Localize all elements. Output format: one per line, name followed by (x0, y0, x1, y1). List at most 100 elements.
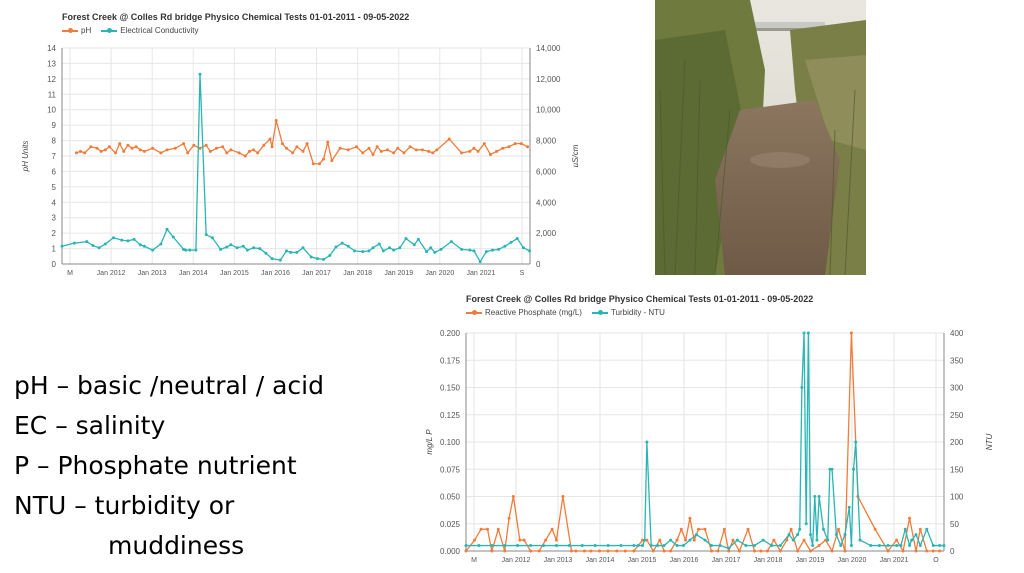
data-point[interactable] (796, 549, 800, 553)
data-point[interactable] (826, 538, 830, 542)
data-point[interactable] (340, 241, 344, 245)
data-point[interactable] (716, 549, 720, 553)
data-point[interactable] (737, 549, 741, 553)
data-point[interactable] (371, 246, 375, 250)
data-point[interactable] (495, 149, 499, 153)
data-point[interactable] (529, 549, 533, 553)
data-point[interactable] (270, 257, 274, 261)
data-point[interactable] (834, 533, 838, 537)
data-point[interactable] (854, 440, 858, 444)
data-point[interactable] (404, 237, 408, 241)
data-point[interactable] (899, 544, 903, 548)
data-point[interactable] (574, 549, 578, 553)
data-point[interactable] (132, 237, 136, 241)
data-point[interactable] (931, 549, 935, 553)
data-point[interactable] (619, 544, 623, 548)
data-point[interactable] (371, 152, 375, 156)
data-point[interactable] (669, 549, 673, 553)
data-point[interactable] (606, 549, 610, 553)
data-point[interactable] (787, 533, 791, 537)
data-point[interactable] (925, 549, 929, 553)
legend-item-phosphate[interactable]: Reactive Phosphate (mg/L) (466, 308, 582, 317)
data-point[interactable] (901, 549, 905, 553)
data-point[interactable] (675, 544, 679, 548)
data-point[interactable] (416, 237, 420, 241)
data-point[interactable] (503, 544, 507, 548)
data-point[interactable] (692, 538, 696, 542)
data-point[interactable] (727, 549, 731, 553)
data-point[interactable] (138, 148, 142, 152)
data-point[interactable] (570, 549, 574, 553)
data-point[interactable] (301, 246, 305, 250)
data-point[interactable] (126, 143, 130, 147)
data-point[interactable] (468, 248, 472, 252)
data-point[interactable] (759, 549, 763, 553)
data-point[interactable] (796, 533, 800, 537)
data-point[interactable] (651, 549, 655, 553)
data-point[interactable] (107, 145, 111, 149)
data-point[interactable] (447, 137, 451, 141)
data-point[interactable] (134, 145, 138, 149)
data-point[interactable] (103, 148, 107, 152)
data-point[interactable] (643, 538, 647, 542)
data-point[interactable] (159, 242, 163, 246)
legend-item-ec[interactable]: Electrical Conductivity (101, 26, 198, 35)
data-point[interactable] (490, 549, 494, 553)
data-point[interactable] (398, 246, 402, 250)
data-point[interactable] (849, 544, 853, 548)
data-point[interactable] (942, 544, 946, 548)
data-point[interactable] (809, 533, 813, 537)
data-point[interactable] (778, 544, 782, 548)
data-point[interactable] (396, 146, 400, 150)
data-point[interactable] (192, 143, 196, 147)
data-point[interactable] (722, 527, 726, 531)
data-point[interactable] (697, 527, 701, 531)
data-point[interactable] (182, 142, 186, 146)
data-point[interactable] (130, 146, 134, 150)
data-point[interactable] (938, 549, 942, 553)
data-point[interactable] (669, 538, 673, 542)
data-point[interactable] (828, 467, 832, 471)
data-point[interactable] (375, 145, 379, 149)
data-point[interactable] (326, 140, 330, 144)
data-point[interactable] (903, 527, 907, 531)
data-point[interactable] (703, 527, 707, 531)
data-point[interactable] (268, 137, 272, 141)
data-point[interactable] (278, 258, 282, 262)
data-point[interactable] (280, 142, 284, 146)
data-point[interactable] (464, 549, 468, 553)
data-point[interactable] (580, 544, 584, 548)
data-point[interactable] (476, 149, 480, 153)
data-point[interactable] (649, 544, 653, 548)
data-point[interactable] (914, 533, 918, 537)
data-point[interactable] (361, 250, 365, 254)
data-point[interactable] (886, 544, 890, 548)
data-point[interactable] (184, 248, 188, 252)
data-point[interactable] (79, 149, 83, 153)
data-point[interactable] (515, 237, 519, 241)
data-point[interactable] (214, 146, 218, 150)
data-point[interactable] (561, 495, 565, 498)
data-point[interactable] (118, 142, 122, 146)
data-point[interactable] (165, 227, 169, 231)
data-point[interactable] (291, 151, 295, 155)
data-point[interactable] (204, 143, 208, 147)
data-point[interactable] (367, 146, 371, 150)
data-point[interactable] (606, 544, 610, 548)
data-point[interactable] (472, 146, 476, 150)
data-point[interactable] (804, 522, 808, 526)
data-point[interactable] (645, 440, 649, 444)
data-point[interactable] (247, 149, 251, 153)
data-point[interactable] (843, 549, 847, 553)
data-point[interactable] (99, 149, 103, 153)
data-point[interactable] (264, 251, 268, 255)
data-point[interactable] (464, 544, 468, 548)
data-point[interactable] (334, 245, 338, 249)
data-point[interactable] (800, 386, 804, 389)
data-point[interactable] (632, 544, 636, 548)
data-point[interactable] (439, 247, 443, 251)
data-point[interactable] (658, 538, 662, 542)
data-point[interactable] (151, 146, 155, 150)
data-point[interactable] (839, 544, 843, 548)
data-point[interactable] (285, 249, 289, 253)
